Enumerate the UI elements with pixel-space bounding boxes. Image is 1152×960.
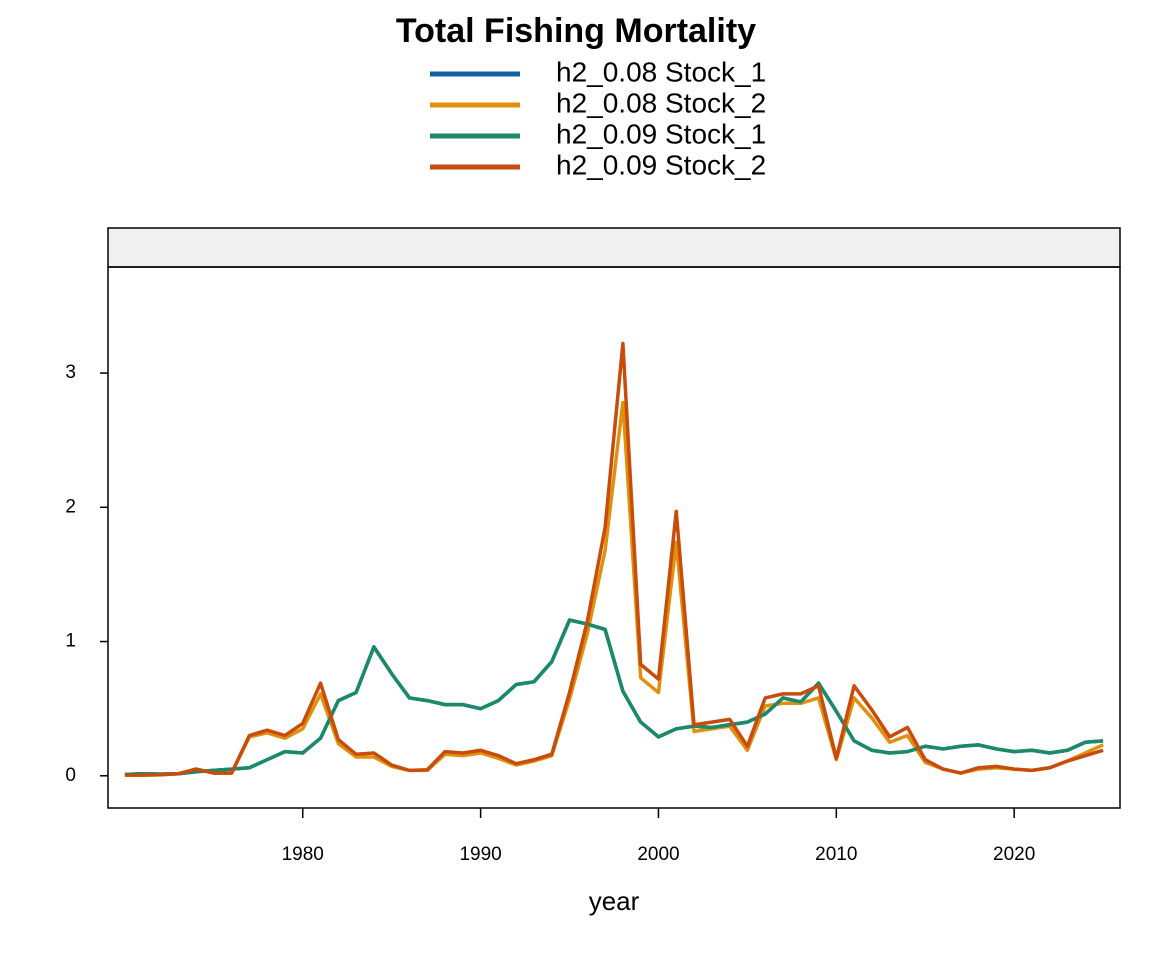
x-tick-label: 1980 — [282, 844, 324, 865]
x-tick-label: 2000 — [637, 844, 679, 865]
series-line — [124, 400, 1104, 777]
panel — [107, 266, 1121, 809]
y-tick-label: 3 — [65, 362, 76, 383]
series-line — [124, 341, 1104, 777]
series-line — [124, 618, 1104, 777]
legend-label: h2_0.08 Stock_1 — [556, 56, 766, 87]
y-tick-label: 2 — [65, 496, 76, 517]
x-axis-label: year — [589, 886, 640, 916]
strip — [107, 227, 1121, 268]
legend-label: h2_0.08 Stock_2 — [556, 87, 766, 118]
legend-label: h2_0.09 Stock_2 — [556, 149, 766, 180]
x-tick-label: 2010 — [815, 844, 857, 865]
x-tick-label: 1990 — [459, 844, 501, 865]
y-tick-label: 0 — [65, 765, 76, 786]
legend-label: h2_0.09 Stock_1 — [556, 118, 766, 149]
chart-title: Total Fishing Mortality — [396, 12, 756, 50]
x-tick-label: 2020 — [993, 844, 1035, 865]
y-tick-label: 1 — [65, 631, 76, 652]
series-line — [124, 618, 1104, 777]
